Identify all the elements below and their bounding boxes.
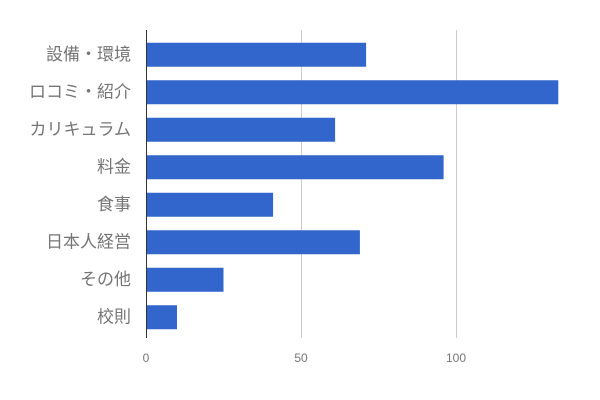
bar bbox=[146, 155, 444, 180]
category-label: 料金 bbox=[97, 157, 131, 177]
x-tick-label: 50 bbox=[294, 351, 308, 365]
bar bbox=[146, 117, 336, 142]
bar bbox=[146, 42, 367, 67]
bar bbox=[146, 267, 224, 292]
bars bbox=[146, 42, 559, 330]
category-label: 設備・環境 bbox=[46, 45, 131, 65]
bar bbox=[146, 80, 559, 105]
bar bbox=[146, 305, 177, 330]
x-tick-label: 100 bbox=[446, 351, 466, 365]
bar bbox=[146, 192, 274, 217]
category-label: ロコミ・紹介 bbox=[29, 82, 131, 102]
category-label: 校則 bbox=[97, 307, 131, 327]
category-label: カリキュラム bbox=[30, 120, 132, 140]
category-label: その他 bbox=[80, 270, 131, 290]
x-tick-label: 0 bbox=[143, 351, 150, 365]
category-label: 食事 bbox=[97, 195, 131, 215]
tick-labels: 0 50 100 bbox=[143, 351, 467, 365]
category-label: 日本人経営 bbox=[46, 232, 131, 252]
grid-lines bbox=[301, 30, 457, 338]
bar bbox=[146, 230, 360, 255]
